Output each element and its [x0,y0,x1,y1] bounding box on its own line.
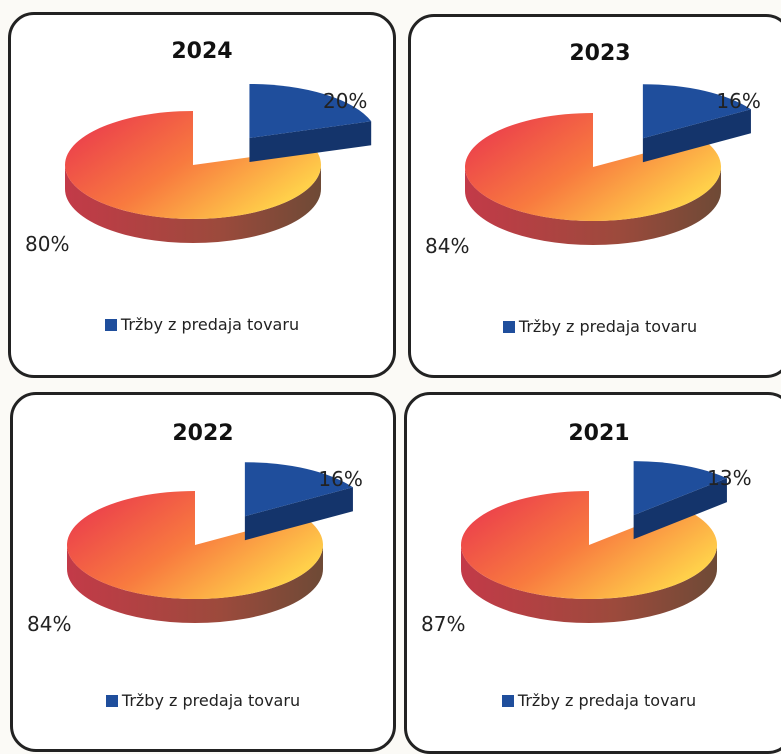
legend: Tržby z predaja tovaru [13,691,393,710]
data-label-main: 80% [25,232,69,256]
pie-chart: 80% 20% [25,83,372,256]
data-label-main: 84% [425,234,469,258]
data-label-minor: 13% [707,466,751,490]
legend-label: Tržby z predaja tovaru [518,317,698,336]
chart-panel-2022: 2022 84% 16% Tržby z predaja tovaru [10,392,396,752]
pie-chart: 87% 13% [421,461,752,636]
pie-slice-minor-side [633,478,727,540]
legend-swatch [105,695,118,707]
legend-label: Tržby z predaja tovaru [120,315,300,334]
pie-slice-main [65,111,322,220]
pie-slice-main [461,491,717,599]
pie-slice-minor [642,84,751,139]
chart-title: 2023 [569,41,631,66]
pie-slice-minor [244,462,353,517]
pie-slice-minor-side [249,121,372,162]
data-label-minor: 20% [323,89,367,113]
legend-label: Tržby z predaja tovaru [517,691,697,710]
legend-swatch [501,695,514,707]
legend: Tržby z predaja tovaru [411,317,781,336]
pie-slice-main-side [461,545,717,623]
pie-slice-minor-side [244,487,353,541]
chart-panel-2021: 2021 87% 13% Tržby z predaja tovaru [404,392,781,754]
legend-swatch [104,319,117,331]
legend: Tržby z predaja tovaru [407,691,781,710]
pie-slice-main-side [465,167,721,245]
pie-chart: 84% 16% [425,84,761,258]
data-label-minor: 16% [716,89,760,113]
chart-title: 2024 [171,39,233,64]
legend-label: Tržby z predaja tovaru [121,691,301,710]
chart-title: 2022 [172,421,234,446]
pie-slice-main-side [65,165,321,243]
data-label-minor: 16% [318,467,362,491]
data-label-main: 84% [27,612,71,636]
chart-panel-2023: 2023 84% 16% Tržby z predaja tovaru [408,14,781,378]
pie-slice-minor [249,83,372,138]
legend: Tržby z predaja tovaru [11,315,393,334]
legend-swatch [502,321,515,333]
pie-slice-main [66,491,323,599]
pie-chart: 84% 16% [27,462,363,636]
chart-title: 2021 [568,421,630,446]
pie-slice-main [465,112,721,221]
chart-panel-2024: 2024 80% 20% Tržby z predaja tovaru [8,12,396,378]
pie-slice-minor [633,461,727,516]
pie-slice-main-side [67,545,323,623]
data-label-main: 87% [421,612,465,636]
pie-slice-minor-side [642,109,751,163]
